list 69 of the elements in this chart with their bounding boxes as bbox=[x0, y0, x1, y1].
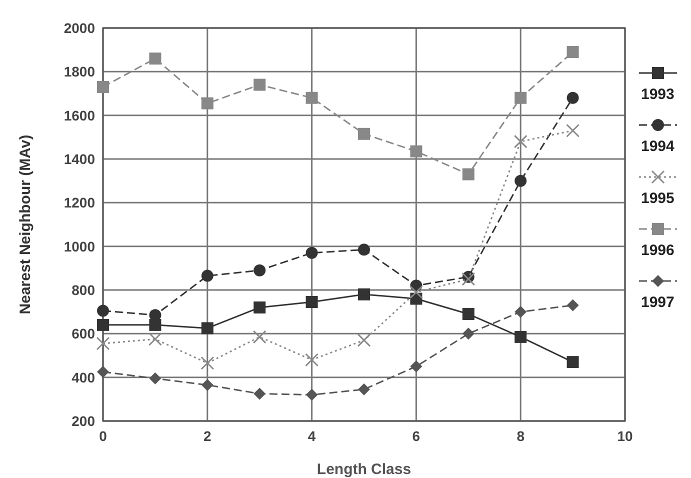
legend-label: 1995 bbox=[641, 190, 674, 207]
y-tick-label: 1200 bbox=[64, 194, 96, 211]
x-tick-label: 2 bbox=[204, 428, 212, 444]
point bbox=[462, 328, 474, 340]
point bbox=[96, 336, 110, 350]
point bbox=[566, 356, 579, 368]
x-tick-label: 4 bbox=[308, 428, 316, 444]
point bbox=[97, 366, 109, 378]
x-tick-label: 8 bbox=[516, 428, 525, 444]
point bbox=[566, 92, 579, 104]
point bbox=[149, 372, 162, 384]
point bbox=[97, 304, 109, 317]
y-axis-title: Nearest Neighbour (MAv) bbox=[17, 134, 34, 314]
point bbox=[462, 168, 474, 180]
point bbox=[201, 322, 214, 334]
point bbox=[514, 306, 527, 318]
x-tick-label: 10 bbox=[617, 428, 633, 444]
point bbox=[201, 270, 214, 282]
x-tick-label: 0 bbox=[99, 428, 108, 444]
point bbox=[514, 330, 527, 343]
point bbox=[254, 301, 266, 314]
point bbox=[357, 333, 371, 347]
y-tick-label: 1000 bbox=[64, 238, 96, 254]
point bbox=[306, 296, 318, 308]
point bbox=[462, 272, 476, 286]
point bbox=[566, 46, 579, 58]
point bbox=[566, 124, 580, 138]
y-tick-label: 600 bbox=[72, 326, 96, 342]
x-axis-title: Length Class bbox=[316, 461, 412, 478]
point bbox=[97, 80, 109, 93]
point bbox=[358, 244, 370, 256]
point bbox=[252, 330, 266, 344]
y-tick-label: 200 bbox=[72, 413, 96, 429]
point bbox=[514, 134, 528, 148]
point bbox=[306, 92, 318, 104]
point bbox=[358, 128, 370, 140]
y-tick-label: 400 bbox=[72, 369, 96, 386]
legend-label: 1996 bbox=[641, 242, 674, 259]
y-tick-label: 2000 bbox=[64, 20, 96, 36]
point bbox=[306, 246, 318, 259]
point bbox=[97, 318, 109, 331]
point bbox=[410, 360, 422, 372]
legend-label: 1997 bbox=[641, 294, 674, 311]
y-tick-label: 800 bbox=[72, 282, 96, 298]
point bbox=[254, 388, 266, 400]
point bbox=[358, 288, 370, 300]
point bbox=[514, 174, 527, 187]
point bbox=[201, 378, 214, 391]
point bbox=[201, 97, 214, 110]
legend-label: 1993 bbox=[641, 86, 674, 103]
point bbox=[358, 383, 370, 396]
y-tick-label: 1800 bbox=[64, 64, 96, 80]
point bbox=[566, 299, 579, 312]
y-tick-label: 1400 bbox=[64, 151, 96, 167]
point bbox=[254, 78, 266, 91]
point bbox=[462, 308, 474, 320]
point bbox=[200, 356, 214, 370]
legend-label: 1994 bbox=[641, 138, 676, 155]
point bbox=[149, 318, 162, 331]
point bbox=[514, 92, 527, 104]
y-tick-label: 1600 bbox=[64, 107, 96, 124]
point bbox=[254, 264, 266, 276]
point bbox=[306, 388, 318, 401]
point bbox=[410, 145, 422, 158]
x-tick-label: 6 bbox=[412, 428, 420, 444]
point bbox=[149, 52, 162, 65]
point bbox=[305, 353, 319, 367]
point bbox=[409, 285, 423, 299]
point bbox=[148, 332, 162, 346]
